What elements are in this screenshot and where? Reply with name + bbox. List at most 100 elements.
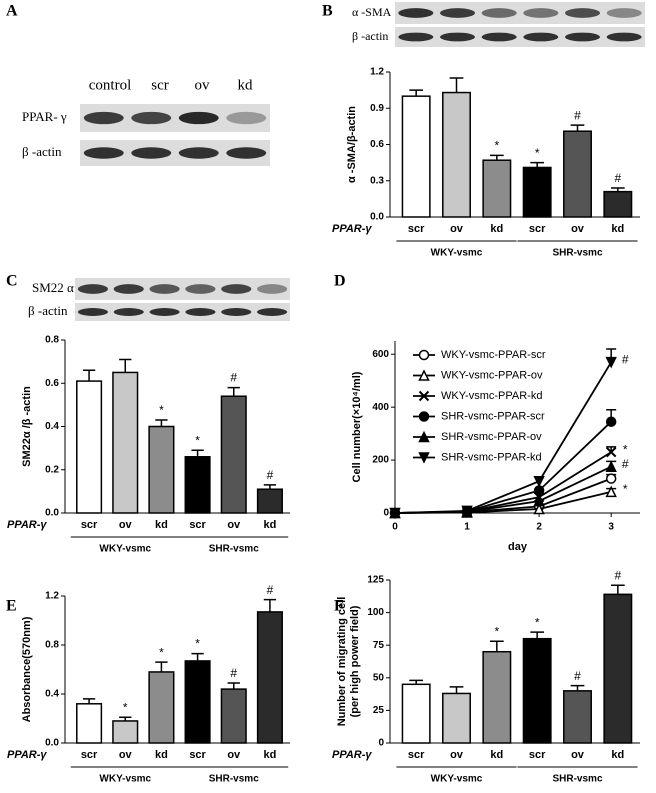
x-tick-label: kd xyxy=(155,749,168,761)
y-tick-label: 0.8 xyxy=(45,640,59,651)
blot-band xyxy=(606,32,642,42)
y-tick-label: 400 xyxy=(372,402,389,413)
row-label: β -actin xyxy=(22,144,62,159)
x-tick-label: kd xyxy=(490,223,503,235)
legend-marker xyxy=(418,411,430,422)
y-axis-label: Absorbance(570nm) xyxy=(21,616,33,722)
significance-mark: # xyxy=(614,568,621,582)
significance-mark: * xyxy=(159,645,164,659)
error-bar xyxy=(227,386,240,397)
x-tick-label: 1 xyxy=(464,522,470,533)
x-tick-label: ov xyxy=(227,519,241,531)
blot-band xyxy=(398,32,434,42)
blot-band xyxy=(257,308,288,316)
x-tick-label: ov xyxy=(450,223,464,235)
legend-label: SHR-vsmc-PPAR-ov xyxy=(441,431,542,443)
error-bar xyxy=(610,584,625,595)
row-label: β -actin xyxy=(352,29,388,43)
x-tick-label: ov xyxy=(227,749,241,761)
factor-label: PPAR-γ xyxy=(7,519,47,531)
blot-band xyxy=(77,284,108,294)
y-tick-label: 125 xyxy=(367,575,384,586)
significance-mark: * xyxy=(494,624,499,638)
bar xyxy=(256,611,283,744)
group-label: WKY-vsmc xyxy=(99,544,151,555)
group-label: WKY-vsmc xyxy=(99,774,151,785)
x-tick-label: scr xyxy=(408,223,425,235)
error-bar xyxy=(530,631,545,639)
blot-band xyxy=(440,8,475,18)
legend-marker xyxy=(418,349,430,361)
blot-band xyxy=(221,308,252,316)
x-tick-label: 0 xyxy=(392,522,398,533)
legend-label: WKY-vsmc-PPAR-scr xyxy=(441,349,546,361)
x-axis-label: day xyxy=(508,541,528,553)
blot-band xyxy=(398,8,434,18)
bar xyxy=(603,593,633,744)
legend-marker xyxy=(418,452,430,464)
blot-band xyxy=(185,308,216,316)
blot-band xyxy=(226,111,267,125)
error-bar xyxy=(82,698,96,704)
bar xyxy=(148,425,175,514)
y-axis-label: (per high power field) xyxy=(349,605,361,717)
y-tick-label: 25 xyxy=(373,705,385,716)
error-bar xyxy=(409,89,424,97)
significance-mark: # xyxy=(574,108,581,122)
error-bar xyxy=(449,77,464,93)
group-label: WKY-vsmc xyxy=(431,774,483,785)
x-tick-label: scr xyxy=(408,749,425,761)
group-label: SHR-vsmc xyxy=(209,544,259,555)
significance-mark: # xyxy=(622,352,629,366)
data-point xyxy=(605,473,617,484)
y-tick-label: 0.4 xyxy=(45,689,59,700)
x-tick-label: scr xyxy=(529,223,546,235)
y-tick-label: 200 xyxy=(372,455,389,466)
blot-band xyxy=(523,8,559,18)
error-bar xyxy=(263,484,277,490)
bar xyxy=(482,650,512,744)
bar xyxy=(184,660,211,744)
blot-band xyxy=(77,308,108,316)
error-bar xyxy=(155,419,168,427)
bar xyxy=(442,692,471,744)
x-tick-label: kd xyxy=(490,749,503,761)
y-tick-label: 0 xyxy=(378,738,384,749)
lane-label: ov xyxy=(195,77,211,93)
bar xyxy=(401,683,431,744)
significance-mark: # xyxy=(614,171,621,185)
y-axis-label: Cell number(×10⁴/ml) xyxy=(351,371,363,482)
legend-label: SHR-vsmc-PPAR-scr xyxy=(441,410,545,422)
y-tick-label: 50 xyxy=(373,672,385,683)
data-point xyxy=(533,502,545,515)
panel-letter: B xyxy=(322,3,333,20)
legend-label: WKY-vsmc-PPAR-kd xyxy=(441,390,542,402)
bar xyxy=(442,91,471,218)
error-bar xyxy=(570,124,585,132)
x-tick-label: scr xyxy=(81,749,98,761)
y-tick-label: 0.8 xyxy=(45,335,59,346)
panel-letter: E xyxy=(6,598,17,615)
row-label: PPAR- γ xyxy=(22,109,67,124)
legend-marker xyxy=(418,390,430,402)
bar xyxy=(603,190,633,218)
blot-band xyxy=(149,284,180,294)
legend-label: SHR-vsmc-PPAR-kd xyxy=(441,451,542,463)
legend-marker xyxy=(418,430,430,443)
x-tick-label: ov xyxy=(119,519,133,531)
blot-band xyxy=(606,8,642,18)
blot-band xyxy=(149,308,180,316)
y-tick-label: 0.4 xyxy=(45,421,59,432)
row-label: SM22 α xyxy=(32,280,74,295)
y-tick-label: 1.2 xyxy=(45,591,59,602)
bar xyxy=(256,488,283,514)
series-line xyxy=(394,361,612,514)
error-bar xyxy=(449,686,464,694)
blot-band xyxy=(178,111,219,125)
y-tick-label: 600 xyxy=(372,349,389,360)
data-point xyxy=(389,507,401,520)
x-tick-label: scr xyxy=(189,519,206,531)
x-tick-label: scr xyxy=(529,749,546,761)
blot-band xyxy=(440,32,475,42)
